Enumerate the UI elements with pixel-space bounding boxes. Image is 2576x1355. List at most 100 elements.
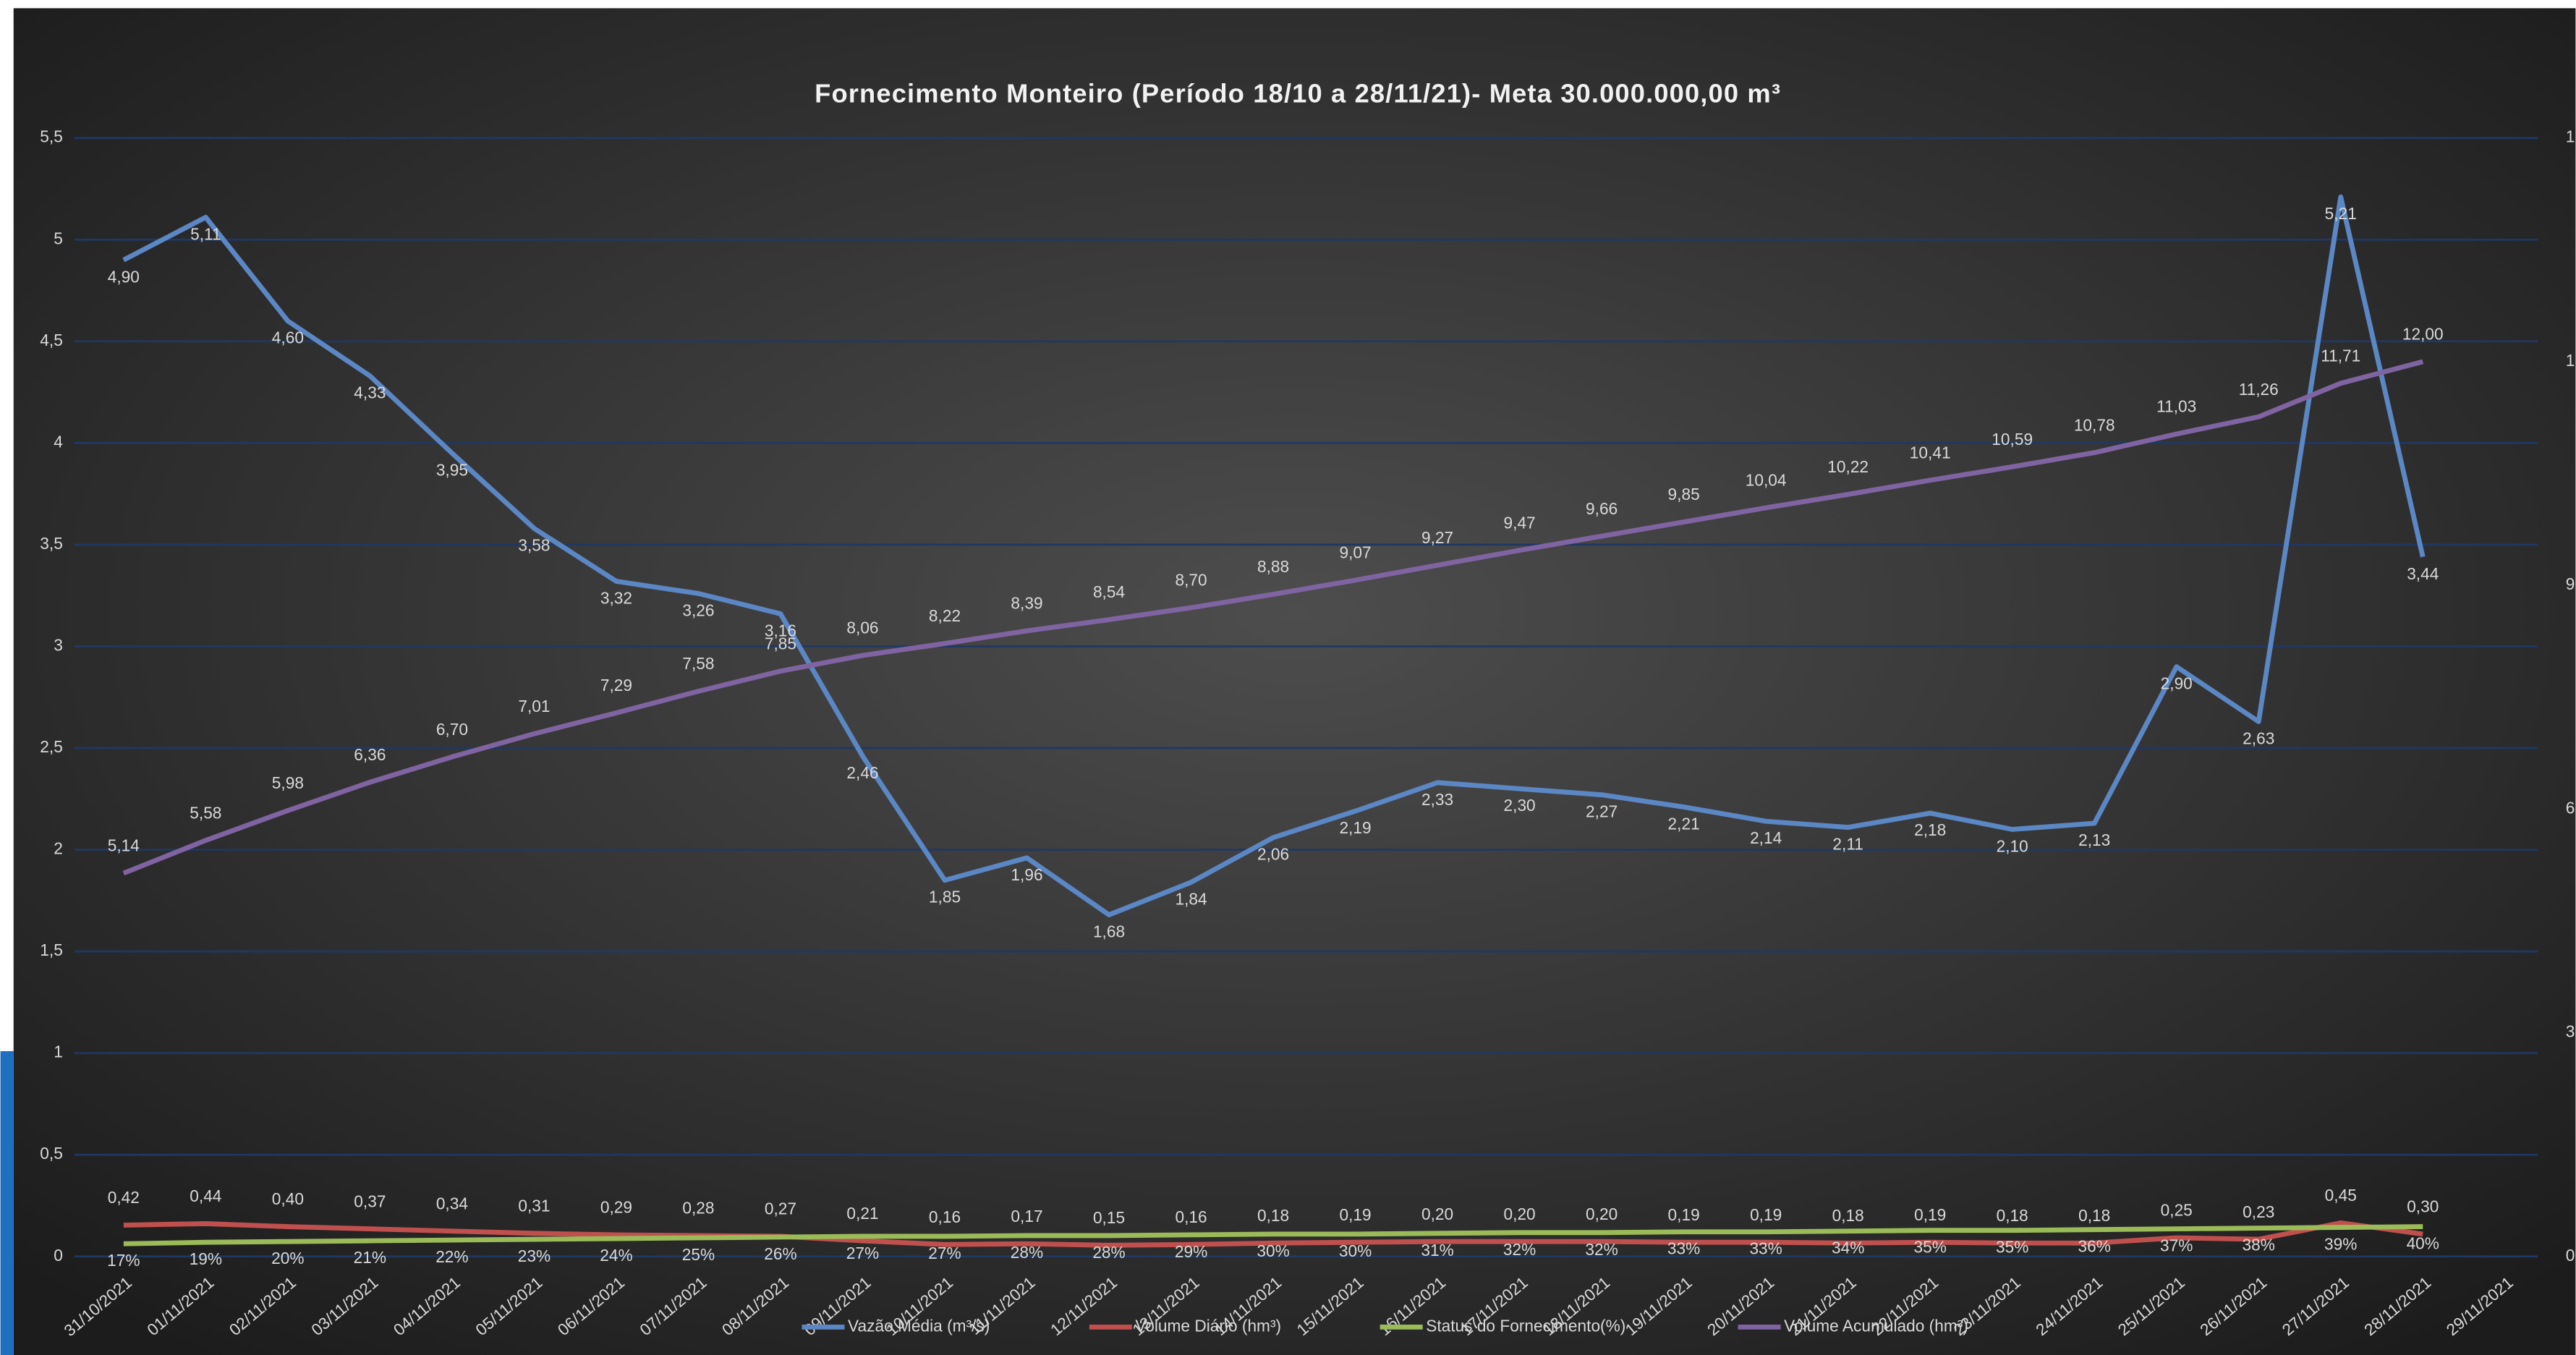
data-label: 0,27	[765, 1199, 796, 1218]
data-label: 39%	[2324, 1235, 2357, 1254]
data-label: 21%	[354, 1248, 386, 1267]
data-label: 0,15	[1093, 1208, 1125, 1227]
data-label: 5,58	[190, 803, 221, 822]
data-label: 3,95	[436, 460, 468, 479]
data-label: 0,19	[1668, 1205, 1700, 1224]
data-label: 7,85	[765, 634, 796, 653]
data-label: 23%	[518, 1246, 551, 1265]
data-label: 0,18	[2078, 1206, 2110, 1225]
data-label: 6,70	[436, 720, 468, 739]
data-label: 8,88	[1257, 557, 1289, 576]
data-label: 0,20	[1586, 1205, 1618, 1223]
data-label: 3,44	[2407, 564, 2439, 583]
data-label: 34%	[1832, 1239, 1864, 1257]
data-label: 2,90	[2161, 674, 2193, 693]
data-label: 0,40	[272, 1189, 304, 1208]
y-tick-label: 0	[54, 1246, 63, 1265]
data-label: 38%	[2243, 1236, 2275, 1254]
data-label: 8,22	[929, 606, 961, 625]
data-label: 2,18	[1914, 820, 1946, 839]
data-label: 31%	[1421, 1241, 1453, 1260]
data-label: 32%	[1585, 1240, 1618, 1259]
series-line	[122, 194, 2426, 917]
data-label: 0,31	[518, 1197, 550, 1215]
chart-background	[13, 8, 2576, 1355]
data-label: 0,19	[1914, 1205, 1946, 1224]
data-label: 9,47	[1504, 513, 1536, 532]
data-label: 0,28	[682, 1199, 714, 1218]
data-label: 10,41	[1910, 443, 1951, 462]
y2-tick-label: 12	[2566, 351, 2576, 370]
data-label: 22%	[435, 1247, 468, 1266]
data-label: 2,27	[1586, 802, 1618, 821]
data-label: 0,30	[2407, 1197, 2439, 1216]
data-label: 0,17	[1011, 1207, 1042, 1226]
data-label: 9,07	[1339, 543, 1371, 562]
data-label: 0,37	[354, 1192, 386, 1210]
data-label: 9,27	[1421, 528, 1453, 547]
series-line	[123, 1224, 2423, 1246]
data-label: 2,14	[1750, 828, 1782, 847]
y2-tick-label: 15	[2566, 127, 2576, 146]
data-label: 0,44	[190, 1186, 221, 1205]
y-tick-label: 0,5	[40, 1144, 63, 1163]
data-label: 33%	[1749, 1239, 1782, 1258]
data-label: 0,42	[108, 1188, 140, 1207]
data-label: 1,85	[929, 888, 961, 906]
data-label: 0,21	[846, 1204, 878, 1223]
y-tick-label: 4,5	[40, 331, 63, 349]
data-label: 25%	[682, 1245, 715, 1264]
data-label: 2,13	[2078, 831, 2110, 849]
data-label: 2,46	[846, 763, 878, 782]
data-label: 35%	[1996, 1238, 2028, 1257]
data-label: 17%	[107, 1251, 140, 1270]
series-line	[123, 1220, 2423, 1248]
data-label: 2,33	[1421, 790, 1453, 809]
data-label: 0,45	[2325, 1186, 2357, 1205]
data-label: 35%	[1913, 1238, 1946, 1257]
y-tick-label: 1,5	[40, 940, 63, 959]
side-strip	[0, 1050, 14, 1355]
data-label: 2,11	[1832, 835, 1863, 854]
data-label: 8,54	[1093, 582, 1125, 601]
data-label: 28%	[1011, 1243, 1043, 1262]
data-label: 1,84	[1175, 890, 1207, 909]
data-label: 3,16	[765, 621, 796, 640]
data-label: 2,06	[1257, 845, 1289, 864]
data-label: 3,26	[682, 600, 714, 619]
data-label: 5,11	[190, 224, 221, 243]
data-label: 33%	[1667, 1239, 1700, 1258]
data-label: 37%	[2160, 1236, 2193, 1255]
data-label: 29%	[1175, 1242, 1207, 1261]
data-label: 20%	[271, 1249, 304, 1267]
y2-tick-label: 0	[2566, 1246, 2575, 1265]
data-label: 8,06	[846, 619, 878, 637]
legend-label: Status do Fornecimento(%)	[1426, 1316, 1625, 1335]
data-label: 0,18	[1257, 1206, 1289, 1225]
data-label: 40%	[2407, 1234, 2439, 1253]
y-tick-label: 5	[54, 229, 63, 247]
data-label: 0,25	[2161, 1201, 2193, 1220]
data-label: 12,00	[2402, 325, 2444, 344]
series-line	[122, 359, 2424, 876]
data-label: 0,19	[1750, 1205, 1782, 1224]
data-label: 24%	[600, 1246, 632, 1265]
legend-label: Volume Diário (hm³)	[1135, 1316, 1281, 1335]
data-label: 2,19	[1339, 818, 1371, 837]
data-label: 26%	[764, 1244, 796, 1263]
y-tick-label: 3	[54, 635, 63, 654]
data-label: 5,98	[272, 773, 304, 792]
data-label: 32%	[1503, 1240, 1536, 1259]
data-label: 10,59	[1991, 430, 2033, 449]
data-label: 30%	[1339, 1241, 1372, 1260]
data-label: 7,58	[682, 654, 714, 673]
data-label: 4,90	[108, 267, 140, 286]
chart-title: Fornecimento Monteiro (Período 18/10 a 2…	[815, 78, 1781, 108]
data-label: 0,34	[436, 1194, 468, 1212]
data-label: 0,29	[600, 1198, 632, 1217]
y-tick-label: 1	[54, 1042, 63, 1061]
data-label: 4,60	[272, 328, 304, 347]
data-label: 4,33	[354, 383, 386, 402]
data-label: 7,01	[518, 697, 550, 715]
